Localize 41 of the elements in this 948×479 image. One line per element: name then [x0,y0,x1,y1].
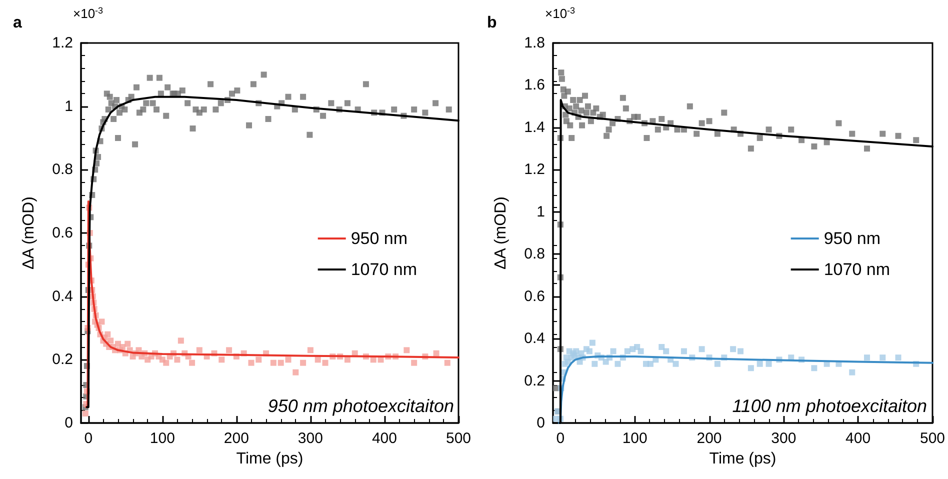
y-tick-label: 0.6 [524,288,545,305]
x-axis-title: Time (ps) [236,450,304,468]
y-axis-title: ΔA (mOD) [20,196,38,270]
y-tick-label: 1.2 [524,161,545,178]
x-tick-label: 100 [150,430,175,447]
y-tick-label: 0.2 [524,372,545,390]
y-tick-label: 1 [536,203,545,220]
y-tick-label: 0.8 [524,246,545,263]
y-tick-label: 1.4 [524,118,545,136]
x-tick-label: 500 [920,430,945,447]
chart-title: b [487,14,497,32]
legend-label: 1070 nm [350,260,418,279]
x-tick-label: 0 [84,430,93,447]
x-tick-label: 300 [771,430,796,447]
x-tick-label: 500 [446,430,471,447]
y-tick-label: 0.2 [52,351,73,368]
legend-label: 1070 nm [824,260,890,279]
x-tick-label: 0 [556,430,565,447]
annotation: 950 nm photoexcitaiton [268,396,454,416]
annotation: 1100 nm photoexcitaiton [732,396,928,416]
y-tick-label: 0.4 [52,288,73,305]
x-axis-title: Time (ps) [709,450,776,468]
chart-title: a [13,14,22,32]
x-tick-label: 400 [846,430,871,447]
x-tick-label: 300 [298,430,323,447]
y-tick-label: 0.8 [52,161,73,178]
y-tick-label: 0.6 [52,224,73,242]
x-tick-label: 200 [224,430,249,447]
y-axis-title: ΔA (mOD) [492,196,510,270]
x-tick-label: 200 [696,430,722,447]
legend-label: 950 nm [824,229,881,248]
y-tick-label: 1.6 [524,76,545,94]
y-tick-label: 0.4 [524,330,545,348]
legend-label: 950 nm [350,229,408,248]
y-tick-label: 1 [64,98,73,115]
y-tick-label: 0 [536,414,545,432]
y-tick-label: 1.2 [52,34,73,52]
x-tick-label: 100 [622,430,648,447]
x-tick-label: 400 [372,430,397,447]
y-tick-label: 1.8 [524,34,545,52]
y-tick-label: 0 [64,414,73,432]
